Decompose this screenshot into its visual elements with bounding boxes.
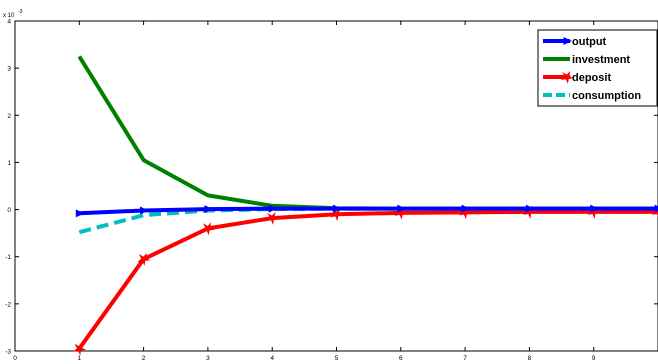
legend-label: output [572,36,607,48]
x-tick-label: 3 [206,355,210,362]
y-tick-label: -3 [5,349,11,356]
data-point-marker [560,70,574,84]
y-tick-label: 1 [7,160,11,167]
axis-scale-label: x 10 [3,13,15,19]
legend-item-deposit: deposit [543,70,611,84]
x-tick-label: 4 [270,355,274,362]
series-output [75,204,658,218]
x-tick-label: 5 [335,355,339,362]
data-point-marker [265,211,280,225]
legend-label: consumption [572,90,641,102]
data-point-marker [333,204,342,213]
data-point-marker [204,205,213,214]
y-tick-label: 4 [7,19,11,26]
data-point-marker [563,37,572,45]
x-tick-label: 8 [528,355,532,362]
data-point-marker [590,204,599,213]
x-tick-label: 1 [77,355,81,362]
legend-label: investment [572,54,630,66]
y-tick-label: 0 [7,207,11,214]
legend: output investment deposit consumption [537,29,658,107]
x-tick-label: 9 [592,355,596,362]
x-tick-label: 6 [399,355,403,362]
data-point-marker [137,252,151,266]
data-point-marker [461,204,471,213]
legend-label: deposit [572,72,611,84]
y-tick-label: 3 [7,66,11,73]
data-point-marker [397,204,406,213]
data-point-marker [654,204,658,213]
series-layer [73,55,658,356]
data-point-marker [268,204,278,213]
y-tick-label: 2 [7,113,11,120]
x-tick-label: 0 [13,355,17,362]
series-line-deposit [77,209,658,350]
series-line-output [79,206,658,216]
x-axis: 0 1 2 3 4 5 6 7 8 9 [13,21,596,362]
y-tick-label: -2 [5,301,11,308]
x-tick-label: 7 [463,355,467,362]
data-point-marker [525,204,535,213]
data-point-marker [140,206,149,215]
data-point-marker [75,209,85,218]
y-tick-label: -1 [5,254,11,261]
legend-item-investment: investment [543,54,630,66]
x-tick-label: 2 [142,355,146,362]
axis-scale-exponent: -3 [18,9,23,15]
legend-item-output: output [543,36,607,48]
data-point-marker [73,342,87,356]
data-point-marker [201,222,215,236]
legend-item-consumption: consumption [543,90,641,102]
